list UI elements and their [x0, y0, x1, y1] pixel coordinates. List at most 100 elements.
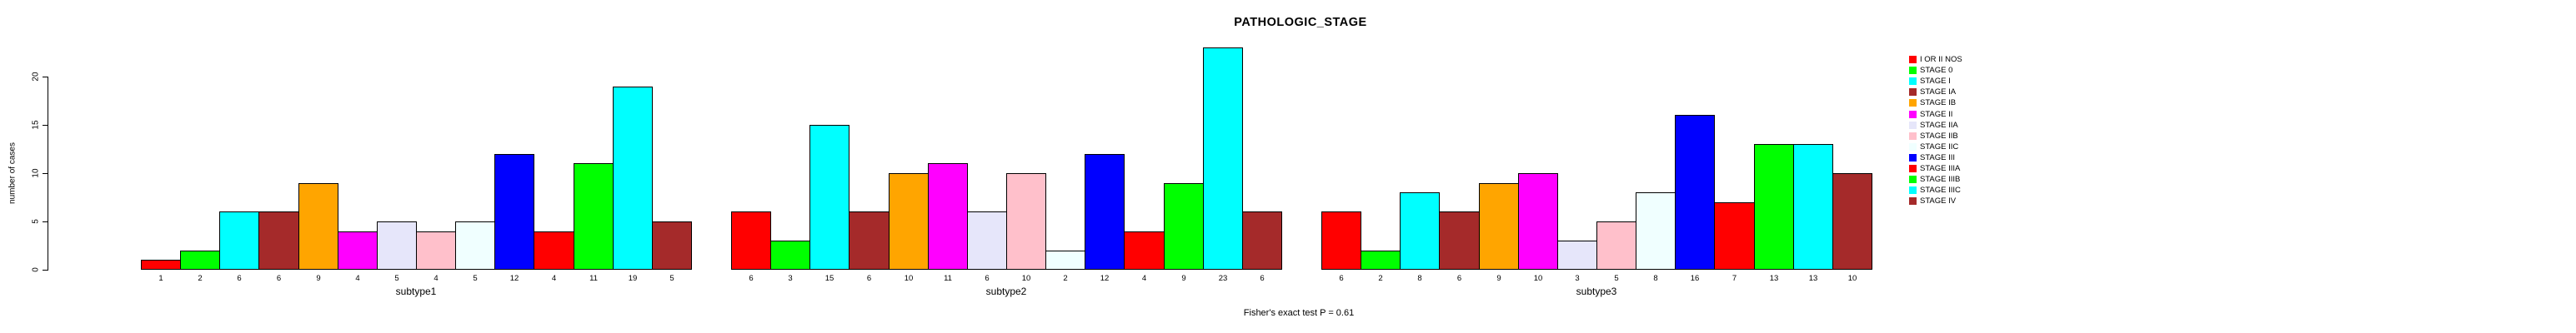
bar-stage-ia: [849, 211, 890, 270]
legend-label: STAGE II: [1920, 109, 1953, 119]
legend-label: STAGE IB: [1920, 98, 1957, 108]
bar-value-label: 3: [788, 274, 793, 283]
group-label-subtype3: subtype3: [1576, 286, 1617, 297]
bar-i-or-ii-nos: [1321, 211, 1361, 270]
y-axis-tick-label: 0: [31, 267, 41, 272]
legend-swatch-icon: [1909, 77, 1917, 86]
bar-value-label: 8: [1653, 274, 1658, 283]
legend-swatch-icon: [1909, 56, 1917, 64]
bar-value-label: 4: [355, 274, 360, 283]
bar-stage-iii: [1085, 154, 1125, 270]
chart-title: PATHOLOGIC_STAGE: [1234, 16, 1367, 29]
bar-stage-ia: [258, 211, 299, 270]
bar-value-label: 2: [1063, 274, 1068, 283]
bar-value-label: 6: [1339, 274, 1344, 283]
legend-label: STAGE IIB: [1920, 131, 1958, 141]
bar-value-label: 9: [1181, 274, 1186, 283]
legend-item: STAGE IIIA: [1909, 163, 1960, 174]
legend-swatch-icon: [1909, 176, 1917, 184]
bar-stage-i: [809, 125, 849, 270]
bar-value-label: 10: [1847, 274, 1857, 283]
legend-swatch-icon: [1909, 88, 1917, 97]
bar-value-label: 6: [985, 274, 990, 283]
y-axis-title: number of cases: [8, 142, 18, 204]
bar-stage-iic: [1636, 192, 1676, 270]
legend-item: STAGE 0: [1909, 65, 1952, 76]
legend-item: STAGE II: [1909, 109, 1952, 120]
y-axis-tick: [43, 173, 48, 174]
bar-value-label: 5: [1614, 274, 1619, 283]
bar-stage-ii: [338, 231, 378, 270]
bar-stage-iiib: [1754, 144, 1794, 270]
legend-label: STAGE IIA: [1920, 120, 1958, 130]
bar-stage-iiib: [1164, 183, 1204, 270]
bar-stage-iii: [494, 154, 534, 270]
bar-value-label: 13: [1769, 274, 1779, 283]
bar-stage-iic: [1045, 251, 1085, 270]
bar-value-label: 12: [1100, 274, 1110, 283]
bar-stage-0: [770, 241, 810, 270]
y-axis-tick-label: 20: [31, 72, 41, 82]
bar-value-label: 6: [1456, 274, 1462, 283]
legend-label: STAGE 0: [1920, 66, 1953, 76]
bar-value-label: 13: [1808, 274, 1818, 283]
bar-value-label: 11: [944, 274, 952, 283]
bar-value-label: 9: [1496, 274, 1501, 283]
legend-item: STAGE IIB: [1909, 131, 1958, 142]
bar-value-label: 10: [1021, 274, 1031, 283]
legend-label: STAGE IIIA: [1920, 164, 1961, 174]
legend-item: STAGE IV: [1909, 196, 1956, 206]
bar-stage-iiic: [613, 87, 653, 270]
bar-stage-i: [1400, 192, 1440, 270]
legend-swatch-icon: [1909, 186, 1917, 195]
legend-swatch-icon: [1909, 99, 1917, 107]
bar-stage-iiic: [1793, 144, 1833, 270]
bar-value-label: 6: [276, 274, 282, 283]
y-axis-tick: [43, 270, 48, 271]
legend-swatch-icon: [1909, 132, 1917, 140]
bar-value-label: 9: [316, 274, 321, 283]
bar-stage-ib: [889, 173, 929, 270]
bar-stage-iiia: [1124, 231, 1165, 270]
group-label-subtype2: subtype2: [985, 286, 1027, 297]
legend-swatch-icon: [1909, 165, 1917, 173]
legend-label: I OR II NOS: [1920, 55, 1962, 65]
legend-label: STAGE I: [1920, 77, 1951, 87]
bar-stage-ii: [928, 163, 968, 270]
bar-stage-0: [1361, 251, 1401, 270]
bar-stage-iib: [1006, 173, 1046, 270]
y-axis-tick: [43, 125, 48, 126]
y-axis-tick-label: 5: [31, 219, 41, 224]
bar-stage-iia: [377, 221, 417, 270]
bar-value-label: 15: [824, 274, 834, 283]
bar-stage-ii: [1518, 173, 1558, 270]
bar-value-label: 23: [1218, 274, 1228, 283]
legend-item: STAGE III: [1909, 152, 1955, 163]
legend-item: STAGE IIA: [1909, 120, 1958, 131]
legend-swatch-icon: [1909, 67, 1917, 75]
legend-label: STAGE IV: [1920, 196, 1957, 206]
bar-value-label: 8: [1417, 274, 1422, 283]
bar-value-label: 5: [394, 274, 399, 283]
bar-stage-iv: [652, 221, 692, 270]
bar-value-label: 3: [1575, 274, 1580, 283]
legend-label: STAGE IIIC: [1920, 186, 1961, 196]
legend-item: STAGE IIIC: [1909, 185, 1961, 196]
bar-stage-iia: [1557, 241, 1597, 270]
bar-stage-ib: [298, 183, 338, 270]
bar-stage-i: [219, 211, 259, 270]
bar-stage-iiia: [534, 231, 574, 270]
legend-label: STAGE IIIB: [1920, 175, 1961, 185]
bar-value-label: 5: [473, 274, 478, 283]
bar-value-label: 4: [1141, 274, 1147, 283]
bar-value-label: 16: [1690, 274, 1700, 283]
bar-stage-iib: [416, 231, 456, 270]
bar-stage-ib: [1479, 183, 1519, 270]
legend-item: STAGE I: [1909, 76, 1951, 87]
bar-value-label: 6: [1260, 274, 1265, 283]
group-label-subtype1: subtype1: [395, 286, 437, 297]
bar-value-label: 2: [1378, 274, 1383, 283]
legend-item: STAGE IIIB: [1909, 174, 1960, 185]
bar-stage-iii: [1675, 115, 1715, 270]
